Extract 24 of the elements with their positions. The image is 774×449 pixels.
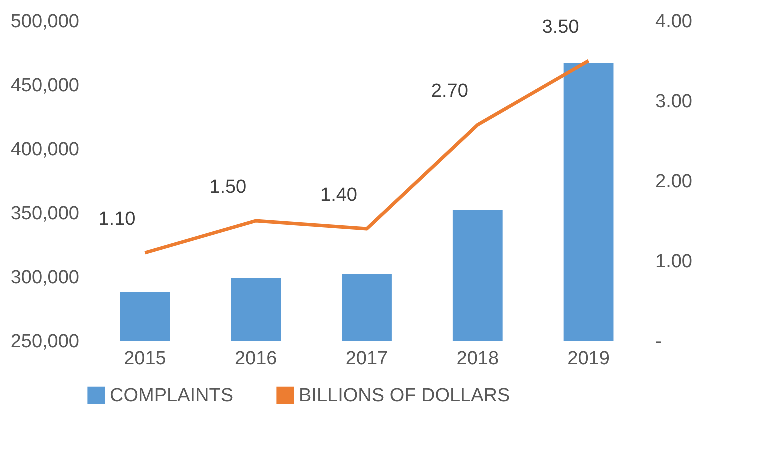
x-tick-label: 2015: [124, 348, 166, 370]
x-tick-label: 2017: [346, 348, 388, 370]
y-tick-label: 450,000: [10, 76, 80, 96]
y2-tick-label: 3.00: [656, 92, 692, 112]
y-tick-label: 400,000: [10, 140, 80, 160]
y2-tick-label: 1.00: [656, 252, 692, 272]
y-tick-label: 350,000: [10, 204, 80, 224]
x-tick-label: 2016: [234, 348, 278, 370]
line-series: [143, 59, 591, 255]
data-label: 1.40: [320, 185, 358, 206]
y-tick-label: 500,000: [10, 12, 80, 32]
data-label: 3.50: [542, 17, 580, 38]
y2-tick-label: 2.00: [656, 172, 692, 192]
y2-tick-label: -: [656, 332, 662, 352]
data-label: 2.70: [431, 81, 468, 102]
legend-label: BILLIONS OF DOLLARS: [299, 386, 510, 407]
data-label: 1.50: [210, 177, 247, 198]
x-tick-label: 2019: [568, 348, 610, 370]
y-tick-label: 300,000: [10, 268, 80, 288]
y2-tick-label: 4.00: [656, 12, 692, 32]
y-tick-label: 250,000: [10, 332, 80, 352]
legend-label: COMPLAINTS: [110, 386, 234, 407]
data-label: 1.10: [98, 209, 136, 230]
x-tick-label: 2018: [456, 348, 500, 370]
